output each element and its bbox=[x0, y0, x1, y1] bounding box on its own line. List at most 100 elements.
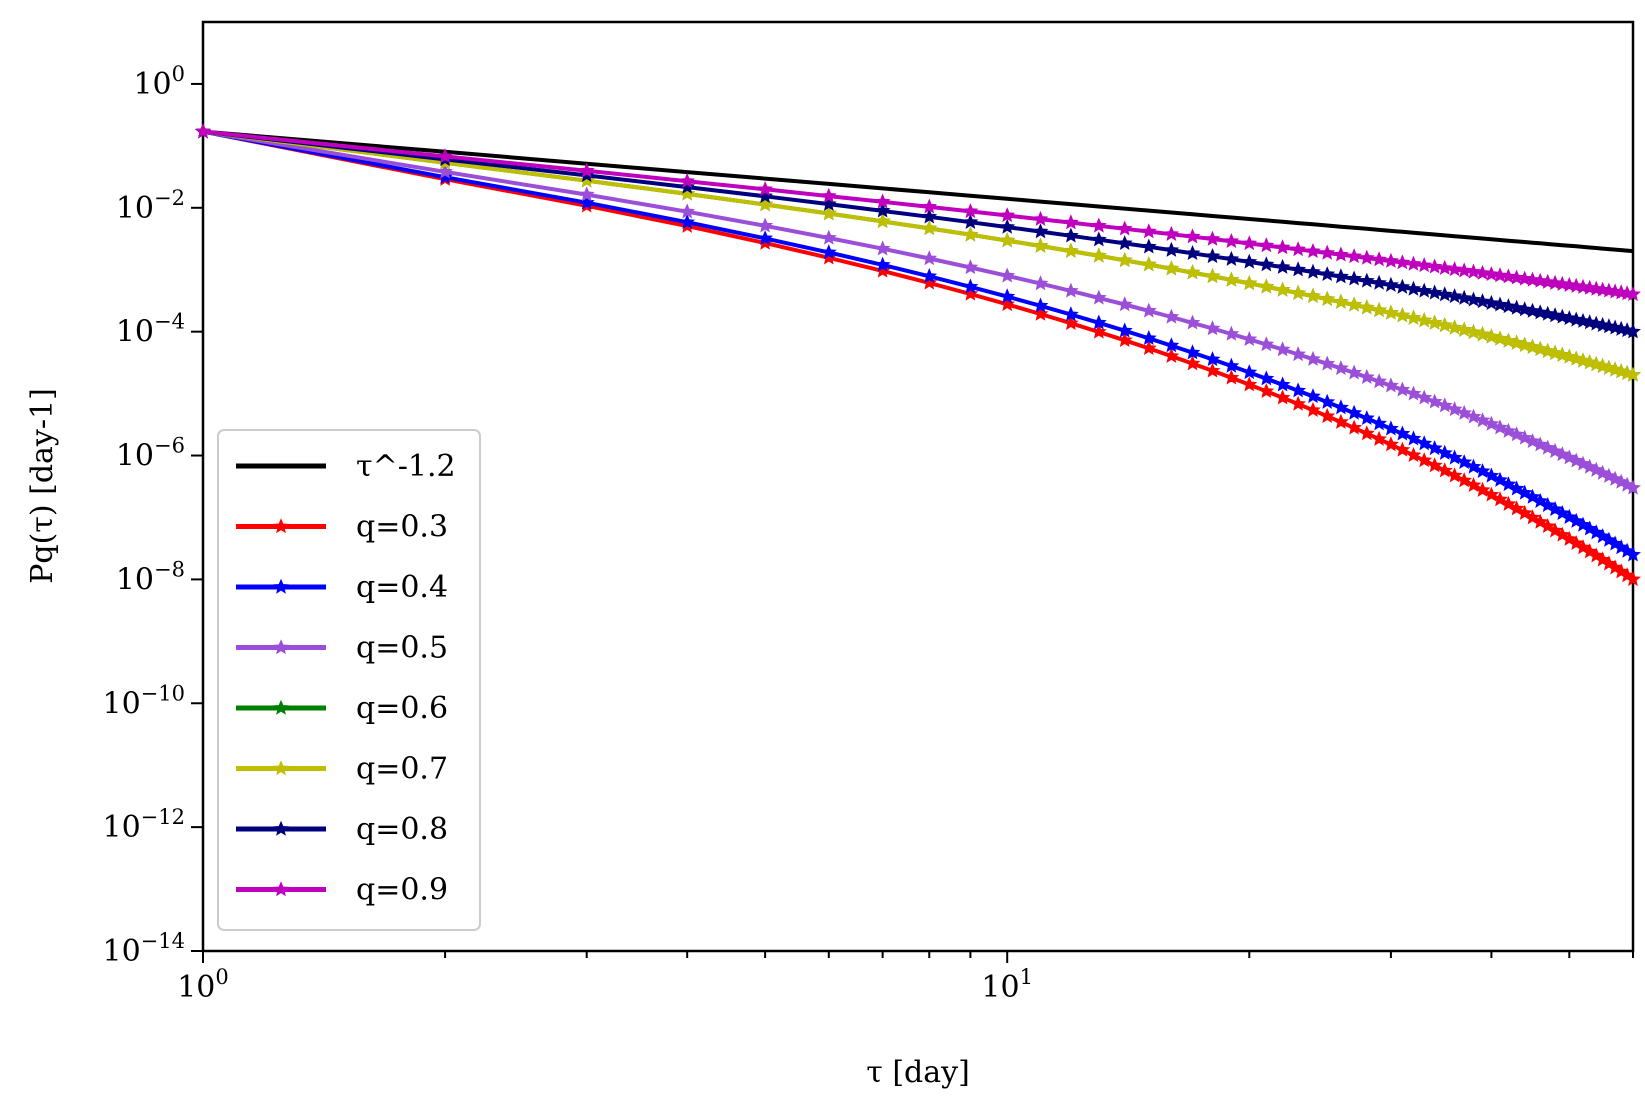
series-point bbox=[1456, 262, 1473, 278]
series-point bbox=[1594, 528, 1611, 544]
series-point bbox=[1223, 232, 1240, 249]
series-point bbox=[962, 226, 979, 242]
series-point bbox=[1090, 289, 1107, 305]
series-point bbox=[1319, 244, 1336, 260]
legend-box bbox=[217, 429, 481, 931]
series-point bbox=[1625, 286, 1641, 302]
series-point bbox=[1383, 276, 1399, 292]
series-point bbox=[1223, 369, 1240, 385]
legend-entry: q=0.3 bbox=[236, 510, 448, 545]
series-point bbox=[1524, 509, 1541, 525]
series-point bbox=[437, 168, 453, 184]
series-point bbox=[1416, 389, 1433, 405]
series-point bbox=[1416, 312, 1433, 328]
series-point bbox=[1371, 415, 1387, 431]
legend-marker bbox=[273, 760, 289, 776]
series-point bbox=[1140, 238, 1157, 254]
legend-label: q=0.8 bbox=[356, 812, 448, 847]
series-point bbox=[195, 123, 211, 139]
series-point bbox=[1371, 430, 1387, 446]
series-point bbox=[679, 172, 696, 188]
series-point bbox=[1474, 326, 1491, 342]
series-point bbox=[1333, 246, 1349, 262]
series-q09 bbox=[195, 123, 1641, 302]
series-point bbox=[1539, 273, 1556, 289]
series-point bbox=[1241, 275, 1258, 291]
series-point bbox=[1116, 235, 1133, 251]
legend-entry: q=0.9 bbox=[236, 873, 448, 908]
legend-entry: q=0.4 bbox=[236, 570, 448, 605]
series-point bbox=[1346, 248, 1363, 264]
legend-label: q=0.3 bbox=[356, 510, 448, 545]
series-point bbox=[679, 203, 696, 219]
series-point bbox=[1358, 249, 1375, 265]
series-point bbox=[999, 232, 1016, 248]
series-point bbox=[962, 259, 979, 275]
series-point bbox=[1163, 241, 1180, 257]
series-point bbox=[820, 205, 837, 221]
series-point bbox=[921, 220, 938, 236]
series-point bbox=[1223, 325, 1240, 341]
series-point bbox=[1090, 247, 1107, 263]
series-point bbox=[1465, 324, 1482, 339]
series-point bbox=[1305, 263, 1321, 279]
series-point bbox=[1163, 308, 1180, 324]
series-point bbox=[1241, 364, 1258, 380]
series-point bbox=[1116, 331, 1133, 348]
series-point bbox=[1426, 393, 1443, 409]
y-tick-label: 10−10 bbox=[102, 681, 185, 721]
series-point bbox=[1436, 397, 1453, 413]
series-point bbox=[679, 178, 696, 194]
series-point bbox=[1358, 410, 1375, 426]
series-point bbox=[1500, 332, 1517, 348]
series-point bbox=[1358, 299, 1375, 315]
y-tick-label: 10−4 bbox=[116, 310, 185, 350]
legend-label: q=0.4 bbox=[356, 570, 448, 605]
series-point bbox=[921, 250, 938, 266]
legend-entry: q=0.6 bbox=[236, 691, 448, 726]
series-point bbox=[1575, 455, 1591, 471]
series-point bbox=[1405, 280, 1422, 296]
series-point bbox=[1524, 433, 1541, 449]
series-point bbox=[1319, 266, 1336, 282]
series-point bbox=[1241, 253, 1258, 269]
series-point bbox=[1436, 317, 1453, 333]
series-point bbox=[1492, 491, 1508, 507]
series-point bbox=[1090, 314, 1107, 330]
legend-label: q=0.9 bbox=[356, 873, 448, 908]
series-point bbox=[1358, 272, 1375, 288]
series-point bbox=[1561, 508, 1578, 524]
axis-ticks bbox=[191, 82, 1634, 963]
series-point bbox=[1383, 420, 1399, 436]
series-point bbox=[1184, 344, 1201, 360]
series-point bbox=[1500, 422, 1517, 438]
series-point bbox=[1184, 264, 1201, 280]
series-point bbox=[1305, 401, 1321, 417]
series-point bbox=[1516, 270, 1533, 286]
series-point bbox=[1116, 322, 1133, 338]
series-point bbox=[1456, 289, 1473, 305]
series-point bbox=[1290, 284, 1307, 300]
series-point bbox=[1116, 220, 1133, 236]
series-point bbox=[999, 296, 1016, 312]
legend-label: q=0.5 bbox=[356, 631, 448, 666]
series-point bbox=[1383, 436, 1399, 452]
series-point bbox=[1405, 255, 1422, 271]
series-point bbox=[1333, 413, 1349, 429]
series-point bbox=[1492, 296, 1508, 312]
series-point bbox=[1539, 342, 1556, 358]
series-point bbox=[1516, 336, 1533, 352]
series-point bbox=[1524, 488, 1541, 504]
series-point bbox=[1290, 382, 1307, 398]
series-point bbox=[820, 195, 837, 211]
x-axis-label: τ [day] bbox=[866, 1055, 970, 1090]
series-point bbox=[1274, 258, 1291, 274]
series-point bbox=[1405, 309, 1422, 325]
series-point bbox=[962, 285, 979, 301]
series-point bbox=[1290, 261, 1307, 277]
series-point bbox=[1116, 296, 1133, 312]
series-point bbox=[1426, 440, 1443, 456]
series-point bbox=[1383, 252, 1399, 268]
series-point bbox=[1532, 272, 1549, 288]
